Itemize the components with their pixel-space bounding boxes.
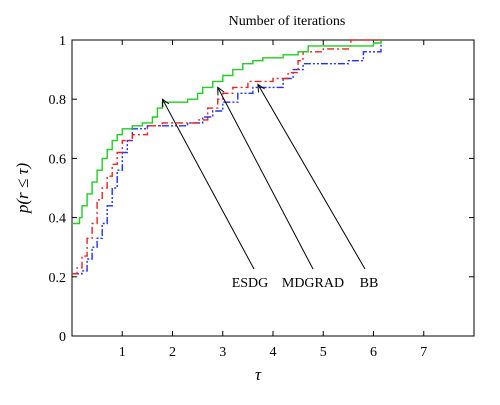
- x-axis-label: τ: [255, 365, 262, 384]
- y-tick-label: 0.8: [49, 93, 67, 108]
- x-tick-label: 7: [420, 345, 427, 360]
- x-tick-label: 1: [119, 345, 126, 360]
- y-tick-label: 0: [59, 330, 66, 345]
- x-tick-label: 3: [219, 345, 226, 360]
- y-tick-label: 1: [59, 34, 66, 49]
- annotation-arrow-head: [217, 86, 225, 96]
- x-tick-label: 4: [270, 345, 277, 360]
- annotation-arrow-line: [162, 98, 255, 270]
- plot-area: 1 2 3 4 5 6 7 0 0.2 0.4 0.6 0.8 1 ESDG MDGRAD BB: [49, 34, 475, 360]
- chart-title: Number of iterations: [229, 14, 346, 29]
- series-line-bb: [72, 40, 382, 275]
- y-axis-label: p(r ≤ τ): [13, 162, 32, 214]
- x-tick-label: 6: [370, 345, 377, 360]
- y-tick-label: 0.2: [49, 271, 67, 286]
- x-tick-label: 2: [169, 345, 176, 360]
- annotation-label-mdgrad: MDGRAD: [282, 276, 344, 291]
- series-line-mdgrad: [72, 39, 381, 275]
- annotation-arrow-line: [217, 87, 314, 270]
- annotation-arrow-head: [161, 98, 170, 108]
- annotation-arrow-line: [257, 84, 366, 270]
- series-line-esdg: [72, 40, 382, 225]
- y-tick-label: 0.6: [49, 152, 67, 167]
- x-tick-label: 5: [320, 345, 327, 360]
- y-tick-label: 0.4: [49, 212, 67, 227]
- annotation-arrow-head: [257, 83, 265, 93]
- annotation-label-bb: BB: [360, 276, 379, 291]
- axes-frame: [71, 39, 475, 337]
- annotation-label-esdg: ESDG: [232, 276, 269, 291]
